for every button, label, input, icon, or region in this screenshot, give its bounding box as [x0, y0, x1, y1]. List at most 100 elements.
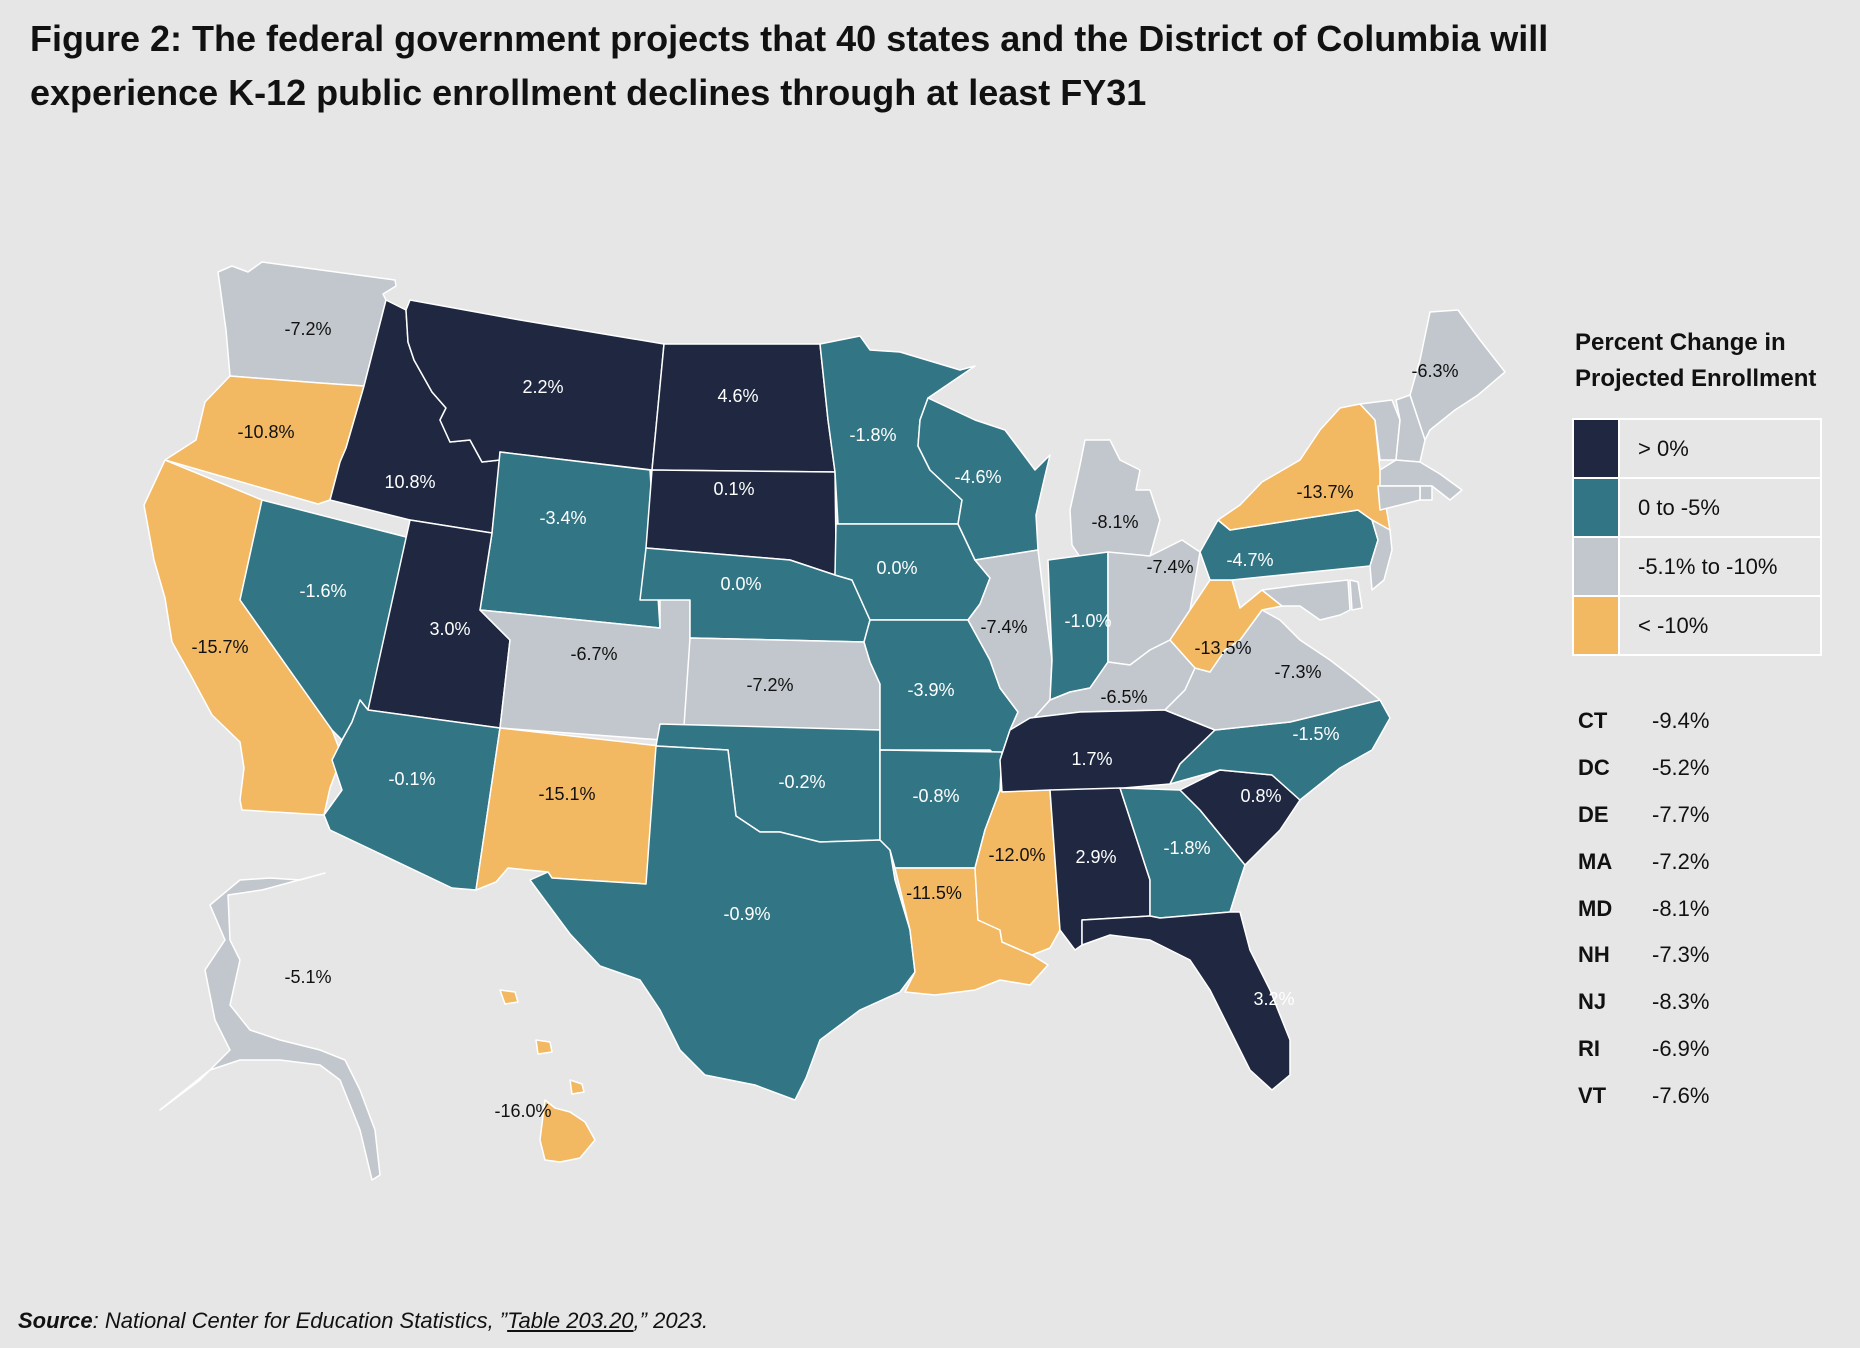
- state-label-ne: 0.0%: [720, 574, 761, 594]
- legend-item-0-to-neg5: 0 to -5%: [1574, 479, 1820, 538]
- state-nj: [1369, 519, 1393, 591]
- small-state-value: -8.3%: [1652, 989, 1710, 1015]
- legend-swatch-lt-neg10: [1574, 597, 1620, 654]
- state-label-or: -10.8%: [237, 422, 294, 442]
- source-note: Source: National Center for Education St…: [18, 1308, 708, 1334]
- legend: > 0% 0 to -5% -5.1% to -10% < -10%: [1572, 418, 1822, 656]
- state-label-nm: -15.1%: [538, 784, 595, 804]
- legend-swatch-0-to-neg5: [1574, 479, 1620, 536]
- small-state-abbr: DC: [1578, 755, 1610, 781]
- state-label-il: -7.4%: [980, 617, 1027, 637]
- state-label-ok: -0.2%: [778, 772, 825, 792]
- state-tx: [529, 745, 916, 1101]
- small-state-abbr: NH: [1578, 942, 1610, 968]
- small-state-row: RI -6.9%: [1578, 1026, 1818, 1073]
- legend-item-gt0: > 0%: [1574, 420, 1820, 479]
- small-state-value: -7.6%: [1652, 1082, 1710, 1108]
- state-nm: [475, 727, 661, 891]
- state-label-in: -1.0%: [1064, 611, 1111, 631]
- state-label-oh: -7.4%: [1146, 557, 1193, 577]
- small-states-table: CT -9.4% DC -5.2% DE -7.7% MA -7.2% MD -…: [1578, 698, 1818, 1119]
- state-shapes: [143, 261, 1506, 1181]
- legend-label-0-to-neg5: 0 to -5%: [1620, 479, 1820, 536]
- source-text-after: ,” 2023.: [633, 1308, 709, 1333]
- state-label-la: -11.5%: [906, 883, 962, 903]
- small-state-row: CT -9.4%: [1578, 698, 1818, 745]
- small-state-abbr: NJ: [1578, 989, 1607, 1015]
- source-link[interactable]: Table 203.20: [507, 1308, 634, 1333]
- state-label-pa: -4.7%: [1226, 550, 1273, 570]
- small-state-value: -8.1%: [1652, 895, 1710, 921]
- state-ak: [159, 872, 381, 1181]
- small-state-row: NH -7.3%: [1578, 932, 1818, 979]
- state-me: [1409, 309, 1506, 441]
- state-md: [1261, 579, 1351, 621]
- state-label-hi: -16.0%: [494, 1101, 551, 1121]
- small-state-row: MA -7.2%: [1578, 838, 1818, 885]
- state-mi: [1069, 439, 1161, 561]
- state-fl: [1081, 911, 1291, 1091]
- small-state-abbr: CT: [1578, 708, 1608, 734]
- legend-swatch-gt0: [1574, 420, 1620, 477]
- small-state-value: -7.7%: [1652, 801, 1710, 827]
- small-state-row: DE -7.7%: [1578, 792, 1818, 839]
- state-label-ga: -1.8%: [1163, 838, 1210, 858]
- state-label-mo: -3.9%: [907, 680, 954, 700]
- state-ny: [1217, 403, 1391, 531]
- state-mt: [405, 299, 665, 471]
- state-label-mi: -8.1%: [1091, 512, 1138, 532]
- small-state-abbr: VT: [1578, 1082, 1607, 1108]
- small-state-value: -7.3%: [1652, 942, 1710, 968]
- state-label-ak: -5.1%: [284, 967, 331, 987]
- source-prefix: Source: [18, 1308, 93, 1333]
- small-state-abbr: MD: [1578, 895, 1613, 921]
- state-label-wv: -13.5%: [1194, 638, 1251, 658]
- state-ct: [1377, 485, 1421, 511]
- state-label-sd: 0.1%: [713, 479, 754, 499]
- state-label-wy: -3.4%: [539, 508, 586, 528]
- state-label-tx: -0.9%: [723, 904, 770, 924]
- state-label-al: 2.9%: [1075, 847, 1116, 867]
- small-state-value: -7.2%: [1652, 848, 1710, 874]
- state-label-ia: 0.0%: [876, 558, 917, 578]
- small-state-row: DC -5.2%: [1578, 745, 1818, 792]
- small-state-value: -9.4%: [1652, 708, 1710, 734]
- state-label-mn: -1.8%: [849, 425, 896, 445]
- state-label-nd: 4.6%: [717, 386, 758, 406]
- legend-label-neg5-to-neg10: -5.1% to -10%: [1620, 538, 1820, 595]
- state-label-ks: -7.2%: [746, 675, 793, 695]
- state-hi: [499, 989, 596, 1163]
- state-label-id: 10.8%: [384, 472, 435, 492]
- state-label-ky: -6.5%: [1100, 687, 1147, 707]
- state-il: [967, 549, 1053, 731]
- state-label-tn: 1.7%: [1071, 749, 1112, 769]
- state-de: [1349, 579, 1363, 611]
- small-state-abbr: DE: [1578, 801, 1609, 827]
- state-labels: -7.2% -10.8% -15.7% -1.6% 10.8% 2.2% -3.4% 3.0%…: [191, 319, 1458, 1121]
- state-az: [323, 699, 501, 891]
- state-label-me: -6.3%: [1411, 361, 1458, 381]
- state-nd: [651, 343, 836, 473]
- state-label-va: -7.3%: [1274, 662, 1321, 682]
- state-nc: [1169, 699, 1391, 801]
- state-wy: [479, 451, 661, 629]
- state-label-ny: -13.7%: [1296, 482, 1353, 502]
- page-title: Figure 2: The federal government project…: [30, 18, 1549, 113]
- legend-item-neg5-to-neg10: -5.1% to -10%: [1574, 538, 1820, 597]
- source-text-before: : National Center for Education Statisti…: [92, 1308, 508, 1333]
- state-label-ms: -12.0%: [988, 845, 1045, 865]
- small-state-abbr: MA: [1578, 848, 1613, 874]
- legend-title: Percent Change in Projected Enrollment: [1575, 329, 1817, 392]
- small-state-value: -5.2%: [1652, 755, 1710, 781]
- state-label-nv: -1.6%: [299, 581, 346, 601]
- legend-item-lt-neg10: < -10%: [1574, 597, 1820, 654]
- state-label-ar: -0.8%: [912, 786, 959, 806]
- state-label-mt: 2.2%: [522, 377, 563, 397]
- state-label-sc: 0.8%: [1240, 786, 1281, 806]
- state-label-wa: -7.2%: [284, 319, 331, 339]
- small-state-row: NJ -8.3%: [1578, 979, 1818, 1026]
- state-label-ut: 3.0%: [429, 619, 470, 639]
- state-ri: [1419, 485, 1433, 501]
- state-label-fl: 3.2%: [1253, 989, 1294, 1009]
